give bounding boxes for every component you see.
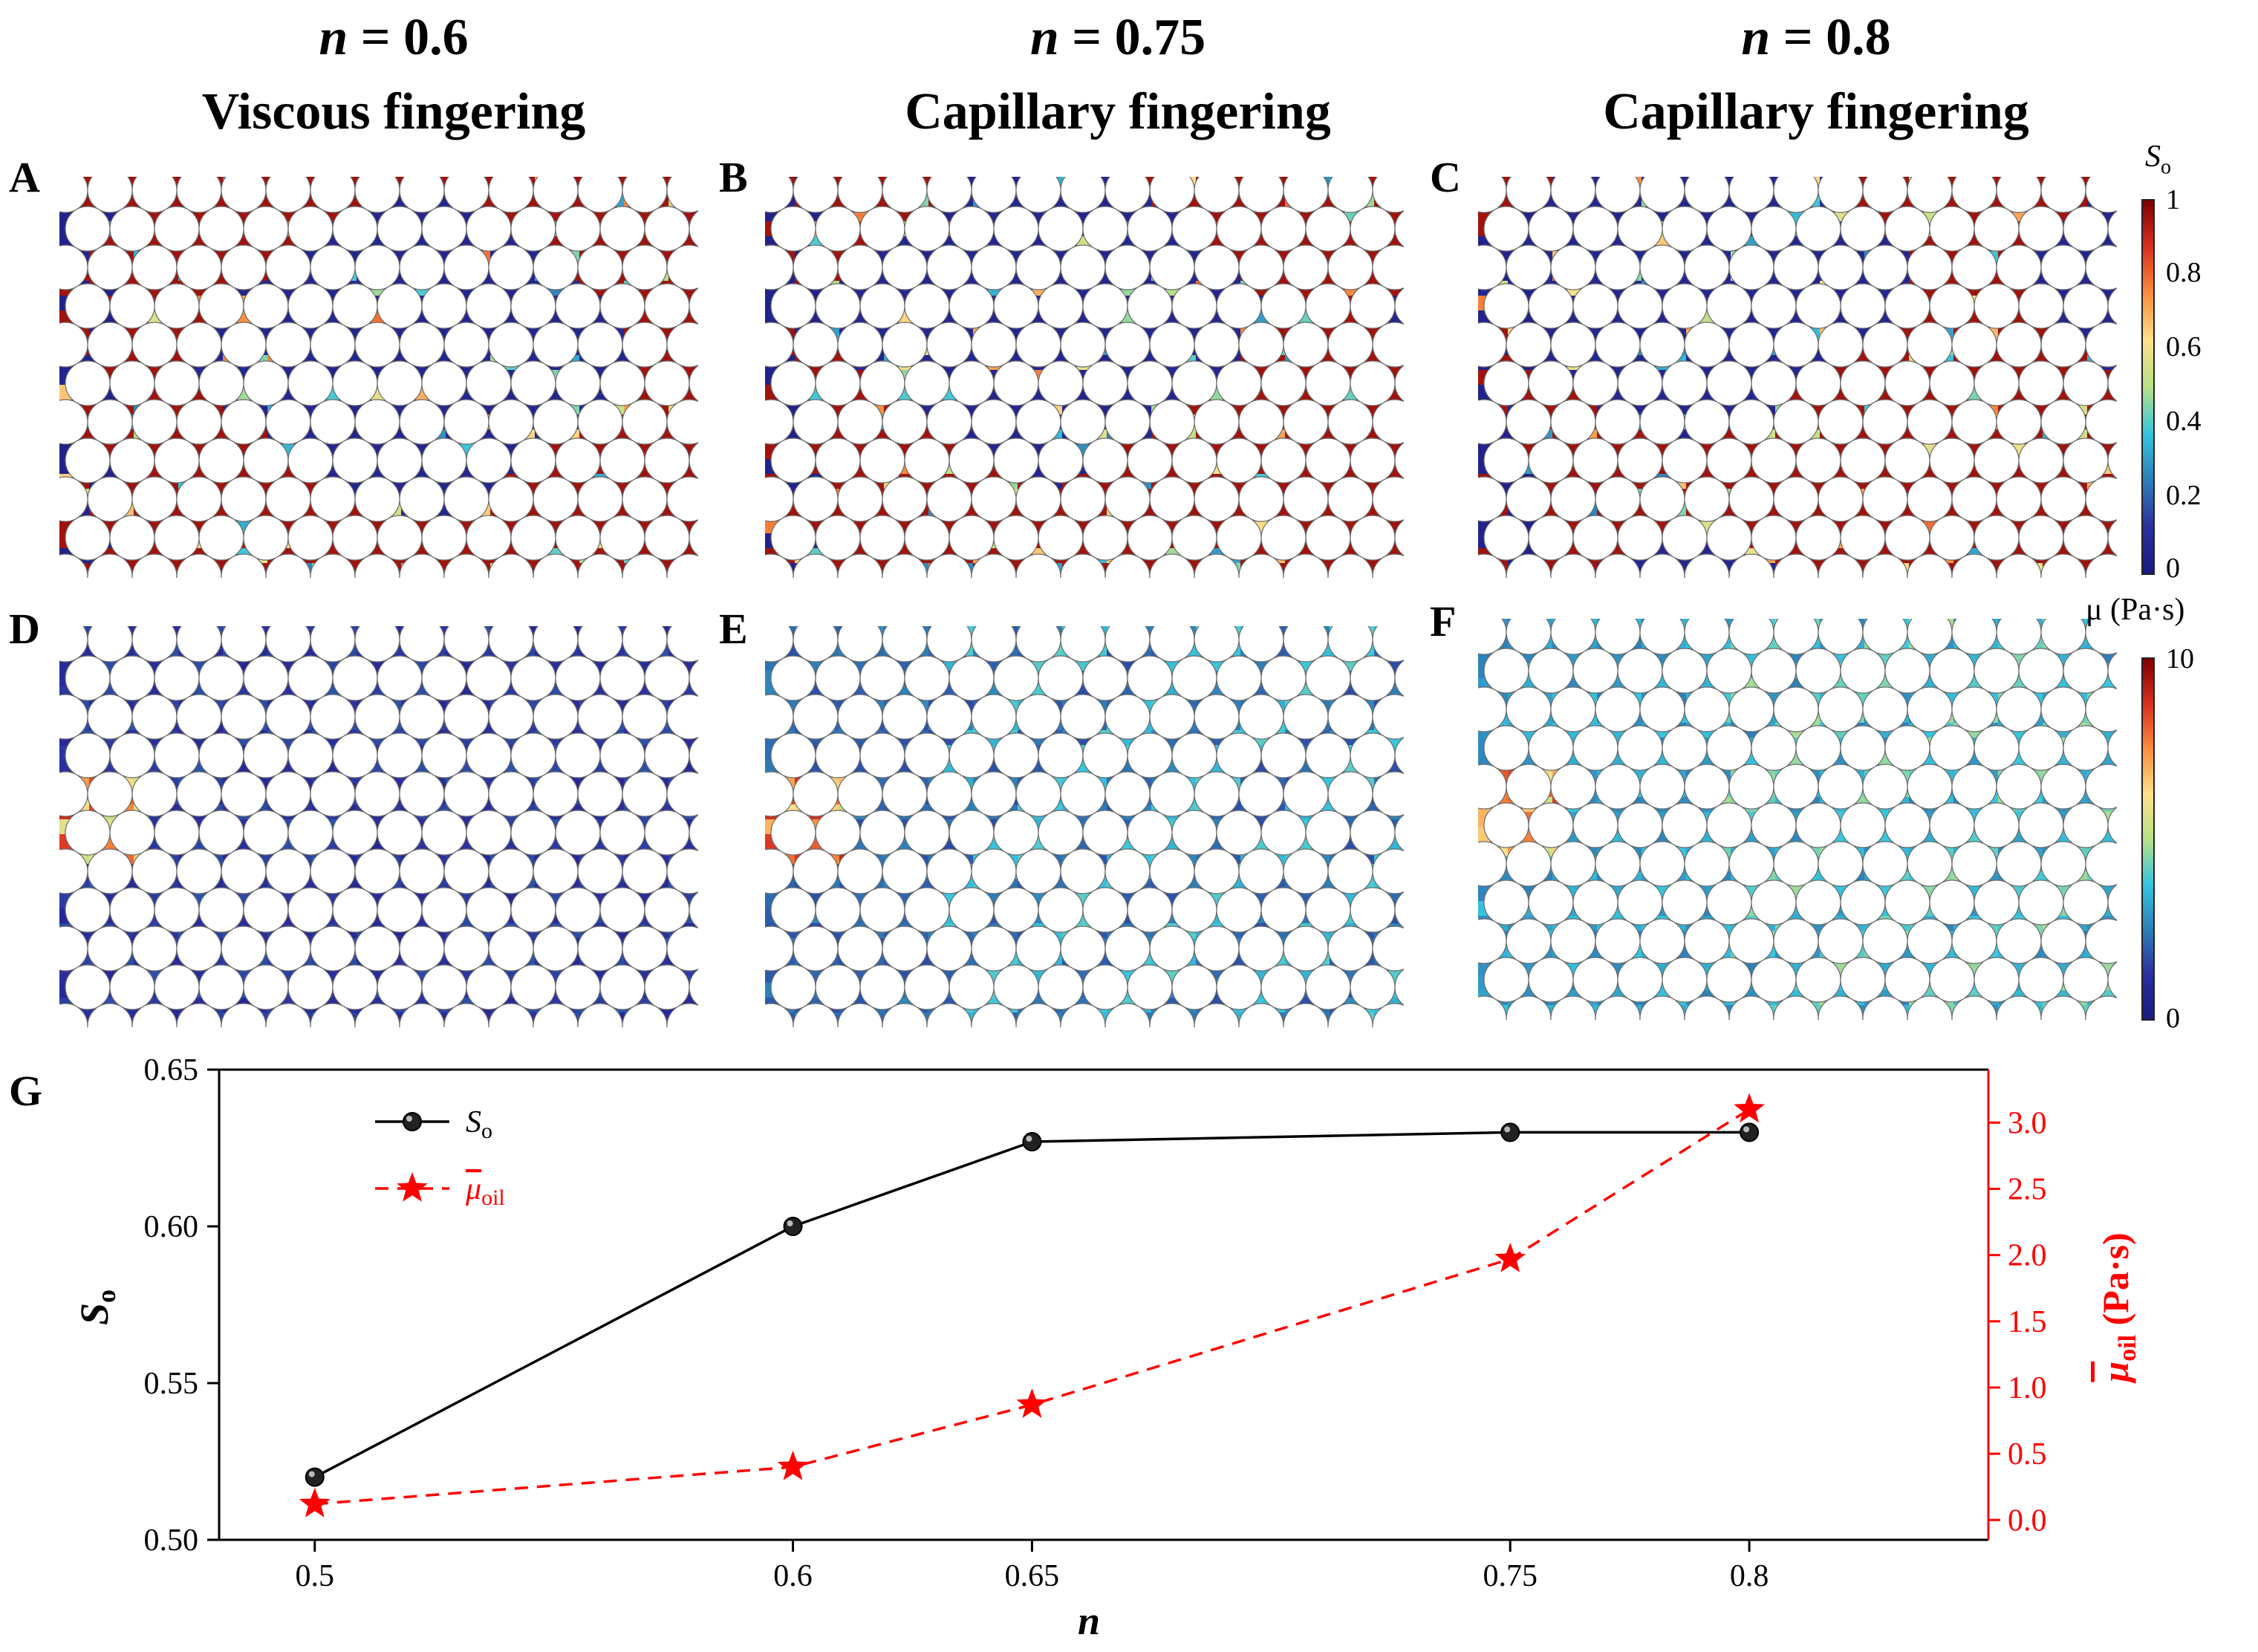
legend-so-marker <box>403 1112 422 1131</box>
regime-title-1: Viscous fingering <box>201 83 586 140</box>
pore-map-e <box>765 626 1404 1027</box>
series-so-marker-highlight <box>787 1220 793 1226</box>
panel-label-f: F <box>1430 597 1457 645</box>
legend-so-label: So <box>466 1105 492 1143</box>
regime-title-3: Capillary fingering <box>1603 83 2029 140</box>
saturation-tick: 0.6 <box>2166 331 2202 362</box>
x-tick-label: 0.75 <box>1483 1559 1538 1593</box>
series-so-marker-highlight <box>1026 1136 1032 1142</box>
y-right-tick-label: 3.0 <box>2008 1106 2047 1140</box>
y-right-tick-label: 2.5 <box>2008 1172 2047 1206</box>
column-title-3: n = 0.8 <box>1460 12 2173 64</box>
pore-map-d <box>59 626 698 1027</box>
pore-map-svg <box>59 177 698 578</box>
panel-label-c: C <box>1430 153 1461 201</box>
viscosity-colorbar <box>2141 657 2155 1021</box>
n-value: = 0.6 <box>348 9 469 66</box>
y-right-axis-label: μoil (Pa·s) <box>2095 1232 2141 1384</box>
panel-label-a: A <box>9 153 40 201</box>
saturation-tick: 0.2 <box>2166 480 2202 511</box>
series-so-marker <box>1500 1122 1520 1142</box>
x-tick-label: 0.65 <box>1005 1559 1060 1593</box>
pore-map-svg <box>1478 177 2117 578</box>
series-mu-marker <box>1016 1388 1048 1418</box>
y-right-tick-label: 0.5 <box>2008 1437 2047 1471</box>
saturation-symbol: S <box>2145 140 2161 174</box>
x-axis-label: n <box>1078 1599 1100 1643</box>
saturation-colorbar <box>2141 199 2155 575</box>
y-right-tick-label: 1.5 <box>2008 1305 2047 1339</box>
y-right-tick-label: 0.0 <box>2008 1503 2047 1538</box>
x-tick-label: 0.5 <box>296 1559 335 1593</box>
viscosity-tick: 10 <box>2166 643 2194 674</box>
saturation-tick: 0 <box>2166 553 2180 584</box>
y-left-tick-label: 0.65 <box>144 1053 199 1087</box>
viscosity-colorbar-title: μ (Pa·s) <box>2086 593 2185 627</box>
n-value: = 0.75 <box>1058 9 1206 66</box>
legend-mu-label: μoil <box>465 1172 505 1210</box>
column-title-1: n = 0.6 <box>37 12 750 64</box>
y-left-tick-label: 0.50 <box>144 1523 199 1558</box>
series-so-marker-highlight <box>1743 1126 1750 1133</box>
pore-map-svg <box>1478 619 2117 1020</box>
series-so-marker <box>1740 1122 1760 1142</box>
x-tick-label: 0.8 <box>1730 1559 1769 1593</box>
saturation-tick: 0.4 <box>2166 406 2202 437</box>
legend-mu-marker <box>397 1172 428 1202</box>
pore-map-c <box>1478 177 2117 578</box>
panel-label-g: G <box>9 1067 43 1115</box>
panel-label-d: D <box>9 605 40 653</box>
saturation-tick: 0.8 <box>2166 257 2202 288</box>
y-left-tick-label: 0.55 <box>144 1367 199 1401</box>
series-mu-line <box>314 1108 1751 1506</box>
pore-map-f <box>1478 619 2117 1020</box>
series-mu-marker <box>1734 1093 1765 1123</box>
pore-map-svg <box>765 177 1404 578</box>
legend-so-marker-highlight <box>406 1116 412 1122</box>
panel-label-e: E <box>719 605 748 653</box>
series-mu-marker <box>1494 1243 1526 1272</box>
y-right-tick-label: 2.0 <box>2008 1239 2047 1273</box>
n-symbol: n <box>1029 9 1059 66</box>
series-mu-marker <box>777 1450 809 1480</box>
n-symbol: n <box>1741 9 1771 66</box>
pore-map-a <box>59 177 698 578</box>
y-right-tick-label: 1.0 <box>2008 1371 2047 1405</box>
series-so-marker <box>783 1217 803 1236</box>
saturation-subscript: o <box>2161 155 2171 179</box>
pore-map-svg <box>59 626 698 1027</box>
series-so-marker-highlight <box>308 1471 315 1477</box>
series-so-marker-highlight <box>1504 1126 1511 1133</box>
saturation-tick: 1 <box>2166 184 2180 215</box>
n-value: = 0.8 <box>1770 9 1891 66</box>
regime-title-2: Capillary fingering <box>905 83 1331 140</box>
series-so-marker <box>305 1467 325 1487</box>
series-so-line <box>313 1131 1750 1479</box>
pore-map-svg <box>765 626 1404 1027</box>
saturation-colorbar-title: So <box>2145 141 2171 178</box>
series-mu-marker <box>299 1487 331 1518</box>
x-tick-label: 0.6 <box>773 1559 813 1593</box>
y-left-tick-label: 0.60 <box>144 1210 199 1244</box>
pore-map-b <box>765 177 1404 578</box>
y-left-axis-label: So <box>72 1290 121 1325</box>
viscosity-tick: 0 <box>2166 1003 2180 1034</box>
column-title-2: n = 0.75 <box>761 12 1474 64</box>
series-so-marker <box>1022 1132 1042 1152</box>
n-symbol: n <box>319 9 348 66</box>
panel-label-b: B <box>719 153 748 201</box>
